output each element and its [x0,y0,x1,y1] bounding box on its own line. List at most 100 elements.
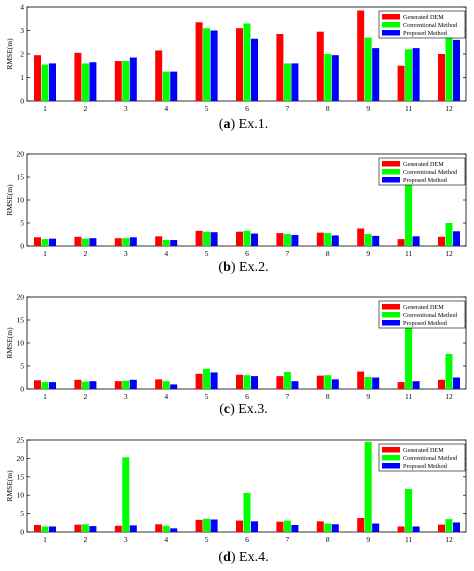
caption-paren-close: ) [231,550,236,565]
x-tick-label: 5 [205,535,209,544]
bar-conventional [81,524,89,532]
bar-conventional [283,63,291,101]
x-tick-label: 8 [326,535,330,544]
bar-conventional [81,63,89,101]
caption-text: Ex.2. [236,260,269,275]
bar-conventional [283,371,291,389]
bar-proposed [89,62,97,101]
bar-generated [276,376,284,389]
legend-swatch [382,463,400,469]
x-tick-label: 7 [286,249,290,258]
legend-label: Conventional Method [403,169,458,176]
legend-label: Proposed Method [403,30,448,37]
bar-generated [357,228,365,246]
bar-proposed [331,379,339,389]
legend-swatch [382,177,400,183]
bar-proposed [129,237,137,246]
bar-conventional [445,519,453,532]
bar-generated [195,22,203,101]
x-tick-label: 9 [366,392,370,401]
bar-conventional [243,375,251,389]
y-tick-label: 15 [17,472,25,481]
bar-generated [438,524,445,532]
bar-generated [438,236,445,246]
y-tick-label: 10 [17,339,25,348]
caption-paren-close: ) [231,260,236,275]
x-tick-label: 7 [286,392,290,401]
bar-conventional [162,381,170,389]
y-tick-label: 5 [20,362,24,371]
bar-conventional [81,381,89,389]
x-tick-label: 7 [286,535,290,544]
bar-proposed [251,521,258,532]
legend-swatch [382,161,400,167]
bar-generated [114,525,122,532]
legend-label: Generated DEM [403,304,444,311]
legend-swatch [382,169,400,175]
bar-generated [276,233,284,246]
legend-swatch [382,320,400,326]
x-tick-label: 5 [205,249,209,258]
bar-conventional [203,518,211,532]
x-tick-label: 3 [124,249,128,258]
bar-proposed [170,384,178,389]
bar-generated [438,379,445,389]
caption-letter: b [223,260,231,275]
x-tick-label: 12 [445,104,453,113]
bar-conventional [364,234,372,246]
bar-generated [34,380,41,389]
bar-conventional [364,441,372,532]
legend-swatch [382,14,400,20]
bar-proposed [89,238,97,246]
bar-generated [74,52,82,101]
bar-generated [438,54,445,101]
x-tick-label: 5 [205,104,209,113]
bar-conventional [364,377,372,389]
bar-proposed [129,525,137,532]
legend-swatch [382,22,400,28]
caption-letter: d [223,550,231,565]
caption-text: Ex.4. [236,550,269,565]
bar-generated [34,55,41,101]
caption-paren-close: ) [230,402,235,417]
bar-proposed [331,55,339,101]
x-tick-label: 1 [43,104,47,113]
x-tick-label: 1 [43,392,47,401]
bar-generated [114,238,122,246]
bar-generated [74,524,82,532]
bar-generated [236,231,243,246]
bar-proposed [170,528,178,532]
bar-generated [155,236,163,246]
bar-conventional [243,492,251,532]
x-tick-label: 4 [164,249,168,258]
x-tick-label: 3 [124,535,128,544]
legend-swatch [382,30,400,36]
bar-proposed [291,381,299,389]
caption-text: Ex.1. [235,117,268,132]
caption-paren-open: ( [218,550,223,565]
bar-generated [195,373,203,389]
bar-generated [397,239,405,246]
x-tick-label: 2 [84,392,88,401]
x-tick-label: 9 [366,535,370,544]
bar-proposed [372,377,380,389]
bar-proposed [210,30,218,101]
bar-generated [74,379,82,389]
bar-proposed [210,232,218,246]
bar-conventional [324,375,332,389]
y-tick-label: 25 [17,436,25,445]
y-tick-label: 3 [20,26,24,35]
bar-generated [397,382,405,389]
x-tick-label: 1 [43,249,47,258]
bar-conventional [243,23,251,102]
x-tick-label: 11 [405,535,412,544]
legend-label: Proposed Method [403,177,448,184]
x-tick-label: 2 [84,249,88,258]
panel-caption: (c) Ex.3. [219,402,268,417]
y-axis-label: RMSE(m) [5,184,14,216]
bar-conventional [122,238,130,246]
bar-proposed [412,236,420,246]
x-tick-label: 8 [326,249,330,258]
bar-generated [316,232,324,246]
